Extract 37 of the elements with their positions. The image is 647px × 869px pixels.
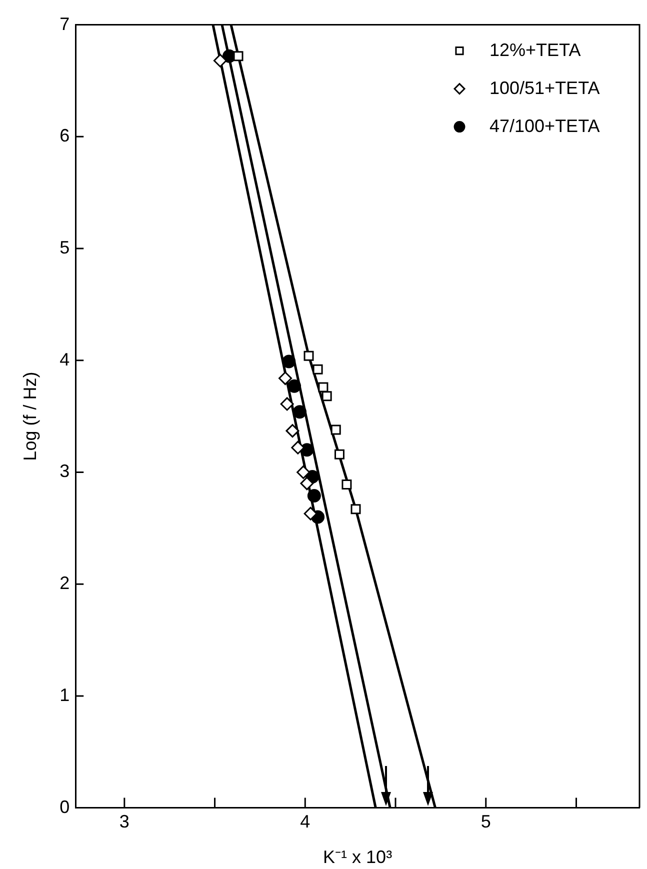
point [318,382,328,392]
legend-label: 12%+TETA [490,40,581,60]
point [307,488,321,502]
point [322,391,332,402]
point [296,465,310,479]
y-tick-label: 4 [60,349,70,370]
point [292,405,306,419]
point [233,51,244,62]
x-tick-label: 5 [480,812,491,832]
legend-label: 47/100+TETA [490,116,600,136]
point [278,372,292,386]
point [334,449,344,460]
point [304,506,318,520]
x-tick-label: 3 [119,812,130,832]
point [291,440,305,454]
point [282,354,296,368]
point [342,480,352,490]
y-tick-label: 7 [60,14,70,34]
point [312,364,323,374]
y-tick-label: 2 [60,573,70,594]
y-tick-label: 0 [60,796,70,817]
y-tick-label: 1 [60,684,70,705]
x-tick-label: 4 [300,812,310,832]
y-tick-label: 5 [60,237,70,258]
y-axis-title: Log (f / Hz) [20,372,40,461]
y-tick-label: 6 [60,126,70,146]
point [286,424,300,438]
point [280,397,294,411]
point [350,504,361,514]
point [213,54,227,68]
point [330,424,341,435]
legend-label: 100/51+TETA [490,78,600,98]
point [288,379,302,393]
x-axis-title: K⁻¹ x 10³ [323,847,392,868]
point [300,476,314,490]
y-tick-label: 3 [60,461,70,482]
point [304,350,314,361]
